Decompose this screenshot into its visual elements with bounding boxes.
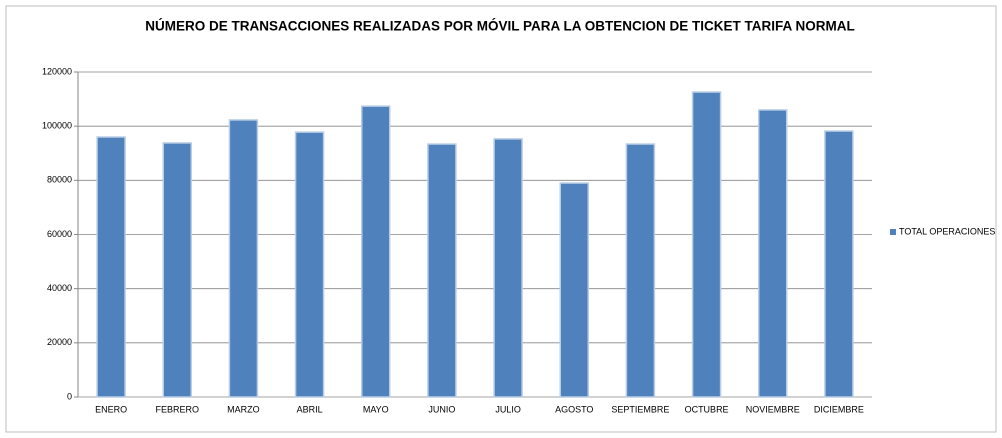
- x-tick-label: JUNIO: [428, 404, 455, 414]
- y-tick-label: 0: [67, 391, 72, 401]
- y-tick-label: 60000: [47, 229, 72, 239]
- bar: [162, 142, 192, 398]
- x-tick-label: MARZO: [227, 404, 260, 414]
- x-tick-label: AGOSTO: [555, 404, 593, 414]
- x-tick-label: DICIEMBRE: [814, 404, 864, 414]
- x-tick-label: OCTUBRE: [685, 404, 729, 414]
- y-tick-label: 80000: [47, 175, 72, 185]
- bar: [228, 119, 259, 398]
- bar: [96, 136, 126, 398]
- y-tick-label: 100000: [42, 121, 72, 131]
- y-tick-label: 120000: [42, 66, 72, 76]
- x-tick-label: ENERO: [95, 404, 127, 414]
- bar: [427, 143, 457, 398]
- bar: [493, 138, 523, 398]
- x-tick-label: NOVIEMBRE: [746, 404, 800, 414]
- legend-label: TOTAL OPERACIONES: [899, 226, 995, 236]
- bar: [824, 130, 854, 398]
- x-tick-label: FEBRERO: [155, 404, 199, 414]
- chart-title: NÚMERO DE TRANSACCIONES REALIZADAS POR M…: [145, 19, 855, 34]
- y-tick-label: 40000: [47, 283, 72, 293]
- bar: [294, 131, 325, 398]
- x-tick-label: ABRIL: [297, 404, 323, 414]
- bar: [559, 182, 589, 398]
- bar: [361, 105, 391, 398]
- x-tick-label: SEPTIEMBRE: [611, 404, 669, 414]
- bar: [625, 143, 656, 398]
- x-tick-label: MAYO: [363, 404, 389, 414]
- x-tick-label: JULIO: [495, 404, 521, 414]
- bar: [691, 91, 722, 398]
- y-tick-label: 20000: [47, 337, 72, 347]
- bar: [758, 109, 788, 398]
- legend-swatch: [890, 229, 896, 235]
